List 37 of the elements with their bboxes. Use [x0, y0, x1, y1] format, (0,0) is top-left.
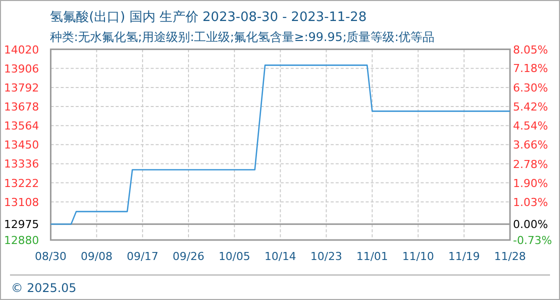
line-series: [50, 64, 511, 225]
x-tick-label: 08/30: [34, 250, 67, 263]
x-tick-label: 11/01: [356, 250, 388, 263]
x-tick-label: 09/26: [172, 250, 204, 263]
y-tick-label: 13108: [4, 196, 39, 209]
y-tick-label: 13678: [4, 100, 39, 114]
x-tick-label: 10/14: [264, 250, 296, 263]
y2-tick-label: 2.78%: [513, 158, 548, 171]
y-tick-label: 13906: [4, 62, 39, 76]
text: © 2025.05: [11, 281, 76, 295]
y2-tick-label: 1.90%: [513, 176, 548, 190]
x-tick-label: 11/19: [448, 250, 480, 263]
x-tick-label: 11/28: [494, 250, 526, 263]
y2-tick-label: 6.30%: [513, 81, 548, 94]
chart-title: 氢氟酸(出口) 国内 生产价 2023-08-30 - 2023-11-28: [50, 10, 367, 25]
x-tick-label: 09/08: [80, 250, 112, 263]
x-tick-label: 11/10: [402, 250, 434, 263]
y-tick-label: 13450: [4, 138, 39, 152]
y2-tick-label: 5.42%: [513, 100, 548, 114]
y-tick-label: 12975: [4, 218, 39, 232]
x-tick-label: 09/17: [126, 250, 158, 263]
y-tick-label: 13222: [4, 176, 39, 190]
y2-tick-label: -0.73%: [513, 234, 552, 247]
y2-tick-label: 8.05%: [513, 43, 548, 56]
y2-tick-label: 4.54%: [513, 120, 548, 133]
y2-tick-label: 0.00%: [513, 218, 548, 232]
x-tick-label: 10/23: [310, 250, 342, 263]
y-tick-label: 14020: [4, 43, 39, 56]
y2-tick-label: 3.66%: [513, 138, 548, 152]
y2-tick-label: 7.18%: [513, 62, 548, 76]
y-tick-label: 12880: [4, 234, 39, 247]
y-tick-label: 13792: [4, 81, 39, 94]
x-tick-label: 10/05: [218, 250, 250, 263]
y-tick-label: 13336: [4, 158, 39, 171]
y-tick-label: 13564: [4, 120, 39, 133]
y2-tick-label: 1.03%: [513, 196, 548, 209]
chart-subtitle: 种类:无水氟化氢;用途级别:工业级;氟化氢含量≥:99.95;质量等级:优等品: [50, 30, 435, 44]
